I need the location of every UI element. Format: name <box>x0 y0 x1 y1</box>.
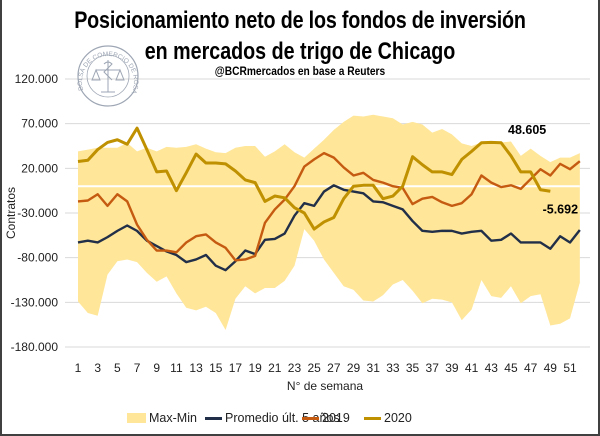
y-tick-label: -80.000 <box>17 251 58 265</box>
x-tick-label: 49 <box>544 361 558 375</box>
x-tick-label: 11 <box>170 361 183 375</box>
legend-item-2020: 2020 <box>364 410 412 426</box>
legend-swatch-promedio <box>205 416 222 420</box>
logo-scales-icon <box>91 60 125 93</box>
x-tick-label: 1 <box>75 361 82 375</box>
x-tick-label: 47 <box>524 361 538 375</box>
x-axis-title: N° de semana <box>287 379 363 393</box>
x-tick-label: 31 <box>367 361 381 375</box>
chart-subtitle: @BCRmercados en base a Reuters <box>214 64 386 78</box>
series-lines <box>77 126 581 272</box>
x-tick-label: 33 <box>386 361 400 375</box>
x-tick-label: 37 <box>426 361 440 375</box>
y-axis-ticks: 120.000 70.000 20.000 -30.000 -80.000 -130.00… <box>11 72 59 354</box>
x-axis-ticks: 1 3 5 7 9 11 13 15 17 19 21 23 25 27 29 31 33 35 37 39 41 43 4… <box>75 361 577 375</box>
logo-inner-ring <box>86 54 130 98</box>
series-line-promedio <box>77 184 581 272</box>
y-tick-label: 120.000 <box>15 72 59 86</box>
x-tick-label: 13 <box>189 361 203 375</box>
chart-title-line1: Posicionamiento neto de los fondos de in… <box>74 7 526 34</box>
x-tick-label: 3 <box>94 361 101 375</box>
legend: Max-Min Promedio últ. 5 años 2019 2020 <box>0 410 600 426</box>
legend-item-max-min: Max-Min <box>127 410 197 426</box>
x-tick-label: 5 <box>114 361 121 375</box>
y-tick-label: 20.000 <box>21 161 58 175</box>
chart-title-line2: en mercados de trigo de Chicago <box>144 38 456 65</box>
legend-label: 2020 <box>384 411 412 425</box>
y-axis-title: Contratos <box>4 187 18 239</box>
data-label: 48.605 <box>508 123 546 137</box>
y-tick-label: -130.000 <box>11 295 59 309</box>
data-label: -5.692 <box>543 202 578 216</box>
legend-swatch-band <box>127 413 146 423</box>
legend-swatch-2019 <box>302 416 319 420</box>
x-tick-label: 19 <box>248 361 262 375</box>
legend-label: Max-Min <box>149 411 197 425</box>
legend-swatch-2020 <box>364 416 381 420</box>
x-tick-label: 17 <box>229 361 243 375</box>
logo-outer-ring <box>77 45 139 107</box>
legend-item-2019: 2019 <box>302 410 350 426</box>
x-tick-label: 15 <box>209 361 223 375</box>
legend-label: Promedio últ. 5 años <box>225 411 340 425</box>
series-line-y2019 <box>77 151 581 262</box>
x-tick-label: 39 <box>445 361 459 375</box>
x-tick-label: 7 <box>134 361 141 375</box>
y-tick-label: -30.000 <box>17 206 58 220</box>
x-tick-label: 21 <box>268 361 282 375</box>
x-tick-label: 43 <box>485 361 499 375</box>
legend-item-promedio: Promedio últ. 5 años <box>205 410 340 426</box>
x-tick-label: 41 <box>465 361 479 375</box>
x-tick-label: 45 <box>504 361 518 375</box>
x-tick-label: 23 <box>288 361 302 375</box>
x-tick-label: 35 <box>406 361 420 375</box>
x-tick-label: 25 <box>307 361 321 375</box>
x-tick-label: 29 <box>347 361 361 375</box>
legend-label: 2019 <box>322 411 350 425</box>
x-tick-label: 51 <box>563 361 577 375</box>
data-labels: 48.605 -5.692 <box>508 123 578 217</box>
y-tick-label: 70.000 <box>21 117 58 131</box>
x-tick-label: 9 <box>153 361 160 375</box>
x-tick-label: 27 <box>327 361 341 375</box>
y-tick-label: -180.000 <box>11 340 59 354</box>
